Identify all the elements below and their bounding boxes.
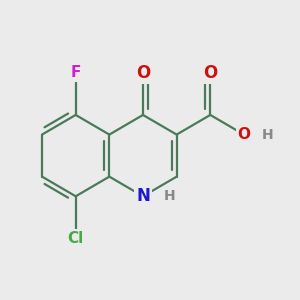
- Text: H: H: [164, 189, 176, 203]
- Text: H: H: [262, 128, 274, 142]
- Text: O: O: [136, 64, 150, 82]
- Text: N: N: [136, 187, 150, 205]
- Text: Cl: Cl: [68, 231, 84, 246]
- Text: O: O: [237, 127, 250, 142]
- Text: O: O: [203, 64, 218, 82]
- Text: F: F: [70, 65, 81, 80]
